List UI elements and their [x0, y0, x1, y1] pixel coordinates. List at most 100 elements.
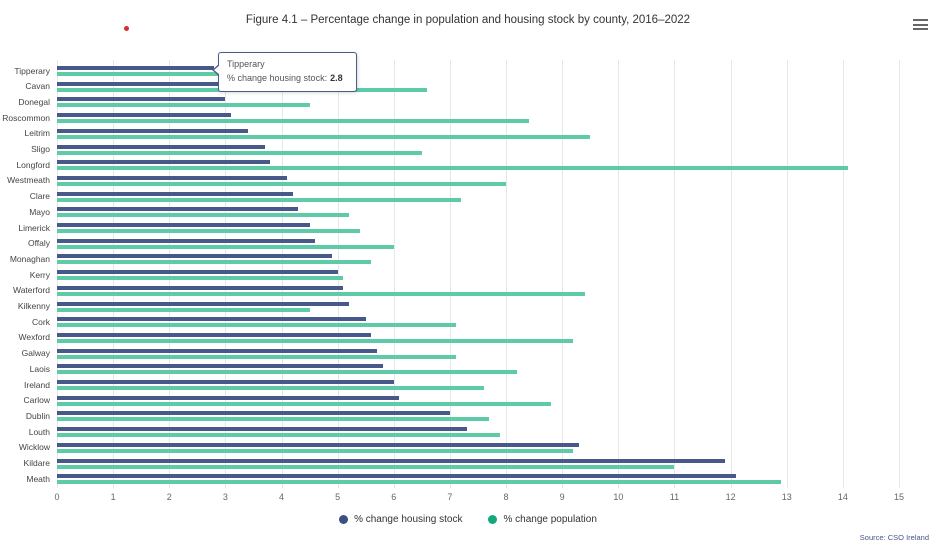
- x-axis-label: 10: [613, 492, 624, 502]
- housing-stock-bar[interactable]: [57, 97, 226, 102]
- gridline: [899, 60, 900, 488]
- gridline: [618, 60, 620, 488]
- population-bar[interactable]: [57, 291, 585, 296]
- y-axis-label: Galway: [21, 348, 50, 359]
- housing-stock-bar[interactable]: [57, 113, 231, 118]
- housing-stock-bar[interactable]: [57, 332, 372, 337]
- housing-stock-bar[interactable]: [57, 254, 333, 259]
- y-axis-label: Waterford: [12, 285, 50, 296]
- population-bar[interactable]: [57, 307, 310, 312]
- population-bar[interactable]: [57, 213, 349, 218]
- population-bar[interactable]: [57, 338, 574, 343]
- hamburger-bar: [913, 23, 928, 26]
- x-axis-label: 11: [669, 492, 680, 502]
- y-axis-label: Wexford: [18, 332, 51, 343]
- housing-stock-bar[interactable]: [57, 427, 467, 432]
- population-bar[interactable]: [57, 181, 507, 186]
- housing-stock-bar[interactable]: [57, 81, 220, 86]
- population-bar[interactable]: [57, 119, 529, 124]
- housing-stock-bar[interactable]: [57, 128, 248, 133]
- population-bar[interactable]: [57, 401, 551, 406]
- housing-stock-bar[interactable]: [57, 411, 450, 416]
- x-axis-label: 4: [279, 492, 285, 502]
- housing-stock-bar[interactable]: [57, 238, 316, 243]
- legend-item[interactable]: % change housing stock: [339, 514, 462, 525]
- hamburger-menu-icon[interactable]: [913, 19, 928, 31]
- population-bar[interactable]: [57, 276, 344, 281]
- y-axis-label: Kilkenny: [17, 301, 50, 311]
- population-bar[interactable]: [57, 244, 394, 249]
- tooltip-series-label: % change housing stock:: [227, 73, 328, 83]
- population-bar[interactable]: [57, 354, 456, 359]
- y-axis-label: Laois: [29, 363, 50, 374]
- housing-stock-bar[interactable]: [57, 223, 310, 227]
- x-axis-label: 1: [110, 492, 116, 502]
- population-bar[interactable]: [57, 72, 344, 76]
- x-axis-label: 9: [559, 492, 565, 502]
- housing-stock-bar[interactable]: [57, 395, 400, 400]
- housing-stock-bar[interactable]: [57, 301, 349, 306]
- gridline: [506, 60, 508, 488]
- population-bar[interactable]: [57, 229, 361, 233]
- housing-stock-bar[interactable]: [57, 270, 338, 275]
- population-bar[interactable]: [57, 370, 518, 375]
- y-axis-label: Cork: [32, 316, 50, 327]
- population-bar[interactable]: [57, 417, 490, 422]
- y-axis-label: Wicklow: [18, 442, 50, 453]
- population-bar[interactable]: [57, 197, 462, 202]
- housing-stock-bar[interactable]: [57, 442, 580, 447]
- legend: % change housing stock % change populatio…: [0, 514, 936, 525]
- x-axis-label: 6: [391, 492, 397, 502]
- housing-stock-bar[interactable]: [57, 317, 366, 322]
- y-axis-label: Leitrim: [24, 128, 50, 139]
- x-axis-label: 3: [222, 492, 228, 502]
- housing-stock-bar[interactable]: [57, 66, 215, 70]
- gridline: [786, 60, 788, 488]
- population-bar[interactable]: [57, 323, 456, 328]
- population-bar[interactable]: [57, 386, 484, 390]
- x-axis-label: 12: [725, 492, 736, 502]
- source-text: Source: CSO Ireland: [859, 533, 929, 542]
- gridline: [730, 60, 732, 488]
- housing-stock-bar[interactable]: [57, 144, 265, 149]
- housing-stock-bar[interactable]: [57, 458, 725, 463]
- y-axis-label: Offaly: [27, 238, 50, 249]
- legend-dot-icon: [488, 515, 498, 524]
- tooltip-value: 2.8: [330, 73, 343, 83]
- tooltip-category: Tipperary: [227, 59, 265, 69]
- housing-stock-bar[interactable]: [57, 364, 383, 369]
- x-axis-label: 14: [837, 492, 848, 502]
- tooltip-value-line: % change housing stock: 2.8: [227, 71, 348, 85]
- population-bar[interactable]: [57, 448, 574, 453]
- housing-stock-bar[interactable]: [57, 285, 344, 290]
- housing-stock-bar[interactable]: [57, 474, 737, 479]
- y-axis-label: Carlow: [23, 395, 50, 406]
- gridline: [562, 60, 564, 488]
- housing-stock-bar[interactable]: [57, 175, 288, 180]
- legend-label: % change housing stock: [354, 514, 463, 525]
- housing-stock-bar[interactable]: [57, 191, 293, 196]
- housing-stock-bar[interactable]: [57, 380, 394, 384]
- chart-title: Figure 4.1 – Percentage change in popula…: [245, 14, 691, 26]
- population-bar[interactable]: [57, 433, 501, 438]
- y-axis-label: Limerick: [18, 222, 50, 233]
- population-bar[interactable]: [57, 134, 591, 139]
- population-bar[interactable]: [57, 480, 782, 485]
- population-bar[interactable]: [57, 150, 422, 155]
- gridline: [337, 60, 339, 488]
- x-axis-label: 0: [54, 492, 60, 502]
- x-axis-label: 13: [781, 492, 792, 502]
- y-axis-label: Roscommon: [2, 112, 50, 123]
- population-bar[interactable]: [57, 103, 310, 108]
- y-axis-label: Dublin: [25, 410, 50, 421]
- x-axis-label: 7: [447, 492, 453, 502]
- population-bar[interactable]: [57, 464, 675, 469]
- housing-stock-bar[interactable]: [57, 160, 271, 165]
- legend-item[interactable]: % change population: [488, 514, 597, 525]
- population-bar[interactable]: [57, 260, 372, 265]
- housing-stock-bar[interactable]: [57, 207, 299, 212]
- housing-stock-bar[interactable]: [57, 348, 377, 353]
- population-bar[interactable]: [57, 166, 849, 171]
- hamburger-bar: [913, 19, 928, 21]
